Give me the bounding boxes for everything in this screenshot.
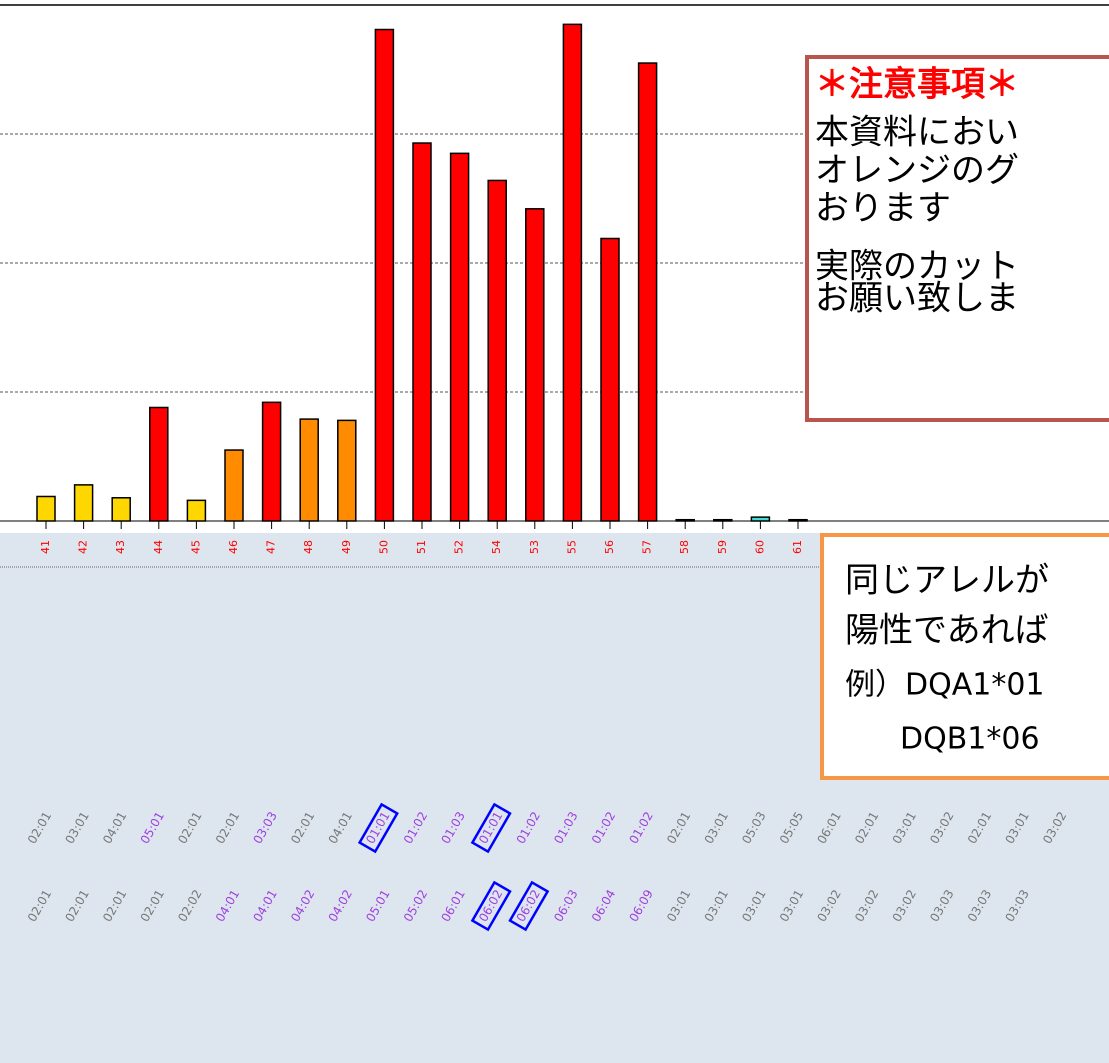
x-tick-label: 61 — [791, 540, 804, 554]
plot: 41 42 43 44 45 46 47 48 49 50 51 52 54 53 55 56 57 58 59 60… — [0, 23, 1109, 554]
x-tick-label: 51 — [415, 540, 428, 554]
bar — [525, 208, 545, 522]
notice-line: 本資料におい — [815, 113, 1019, 153]
bar — [299, 418, 319, 522]
notice-line: おります — [815, 189, 951, 229]
callout-line: 陽性であれば — [845, 611, 1049, 651]
bar — [487, 179, 507, 522]
bar — [149, 406, 169, 522]
bar — [600, 237, 620, 522]
x-tick-label: 50 — [377, 540, 390, 554]
bar — [224, 449, 244, 522]
x-tick-label: 42 — [77, 540, 90, 554]
bar — [111, 497, 131, 522]
x-tick-label: 59 — [716, 540, 729, 554]
x-tick-label: 54 — [490, 540, 503, 554]
notice-line: お願い致しま — [815, 279, 1019, 319]
notice-title: ＊注意事項＊ — [815, 65, 1019, 105]
bar — [750, 516, 771, 522]
allele-highlight — [357, 802, 399, 854]
x-tick-label: 46 — [227, 540, 240, 554]
x-tick-label: 45 — [189, 540, 202, 554]
x-tick-label: 49 — [340, 540, 353, 554]
bar — [788, 518, 808, 522]
bar — [73, 484, 94, 522]
allele-highlight — [470, 880, 512, 932]
bar — [374, 28, 395, 522]
callout-box: 同じアレルが 陽性であれば 例）DQA1*01 DQB1*06 — [820, 533, 1109, 780]
callout-line: DQB1*06 — [900, 722, 1040, 757]
x-tick-label: 52 — [453, 540, 466, 554]
notice-frame — [805, 55, 1109, 422]
bar — [337, 419, 357, 522]
x-tick-label: 41 — [39, 540, 52, 554]
bar — [36, 495, 56, 522]
x-tick-label: 43 — [114, 540, 127, 554]
bar — [449, 152, 470, 522]
notice-line: 実際のカット — [815, 247, 1019, 287]
allele-highlight — [508, 880, 550, 932]
x-tick-label: 60 — [753, 540, 766, 554]
callout-frame — [820, 533, 1109, 780]
x-tick-label: 44 — [152, 540, 165, 554]
x-tick-label: 47 — [265, 540, 278, 554]
allele-highlight — [470, 802, 512, 854]
x-tick-label: 57 — [641, 540, 654, 554]
notice-line: オレンジのグ — [815, 151, 1019, 191]
bar — [675, 518, 695, 522]
bar — [713, 518, 733, 522]
x-tick-label: 53 — [528, 540, 541, 554]
x-tick-label: 48 — [302, 540, 315, 554]
bar — [562, 23, 583, 522]
bar — [637, 62, 658, 522]
x-tick-label: 55 — [565, 540, 578, 554]
callout-line: 同じアレルが — [845, 561, 1049, 601]
bar — [186, 499, 207, 522]
callout-line: 例）DQA1*01 — [845, 668, 1045, 703]
notice-box: ＊注意事項＊ 本資料におい オレンジのグ おります 実際のカット お願い致しま — [805, 55, 1109, 422]
bar — [261, 401, 282, 522]
x-tick-label: 58 — [678, 540, 691, 554]
bar — [412, 142, 432, 522]
x-tick-label: 56 — [603, 540, 616, 554]
